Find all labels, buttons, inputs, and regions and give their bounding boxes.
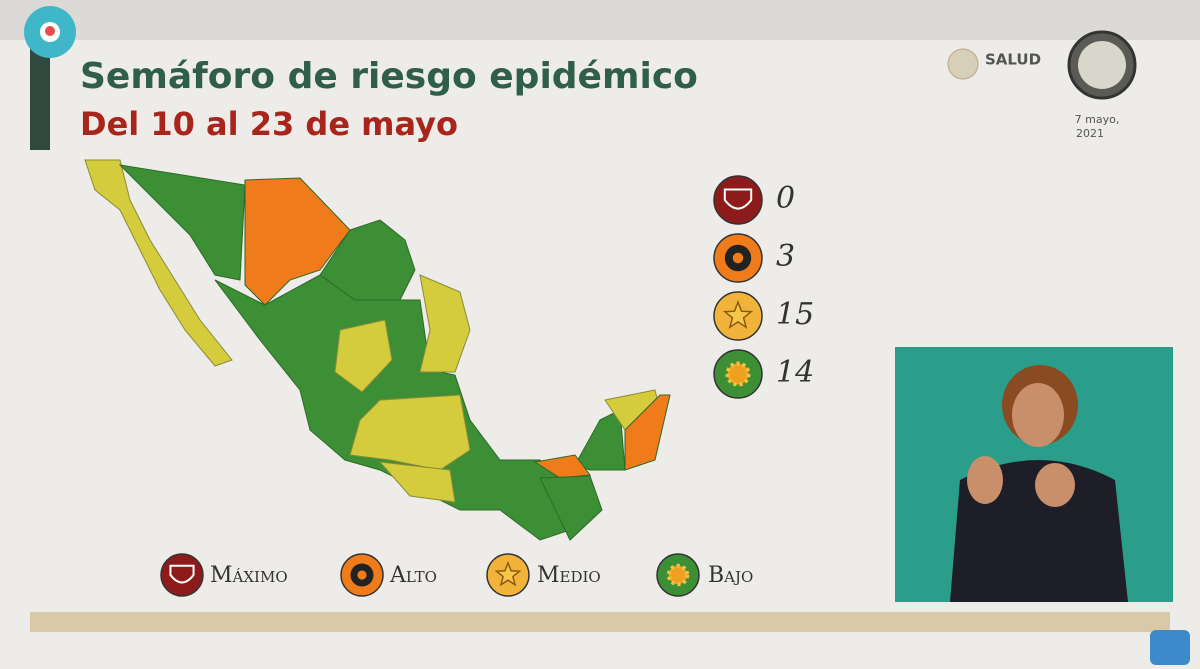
state	[624, 394, 671, 471]
star-glyph	[494, 560, 522, 587]
date-line2: 2021	[1076, 127, 1104, 140]
level-label: Máximo	[210, 563, 288, 588]
heart-icon[interactable]	[1150, 630, 1190, 665]
bottom-stripe	[30, 612, 1170, 632]
count-legend: 0 3 15 14	[713, 175, 814, 399]
state	[349, 394, 471, 471]
logo-name: SALUD	[985, 51, 1041, 69]
star-glyph	[722, 300, 754, 329]
gear-hole	[357, 570, 367, 580]
level-count: 14	[776, 355, 814, 390]
level-label: Alto	[389, 563, 437, 588]
hand	[1035, 463, 1075, 507]
map	[84, 159, 671, 541]
level-icon	[160, 553, 204, 597]
level-count: 0	[776, 181, 795, 216]
interpreter-video	[895, 347, 1173, 602]
periscope-core	[45, 26, 55, 36]
state	[84, 159, 233, 367]
level-icon	[713, 175, 763, 225]
top-band	[0, 0, 1200, 40]
sun-glyph	[666, 563, 690, 587]
title: Semáforo de riesgo epidémico	[80, 56, 698, 97]
level-count: 15	[776, 297, 814, 332]
shield-glyph	[723, 188, 753, 210]
date-line1: 7 mayo,	[1075, 113, 1120, 126]
salud-emblem	[947, 48, 979, 80]
hand	[967, 456, 1003, 504]
state	[539, 475, 603, 541]
state	[533, 454, 591, 479]
state	[244, 177, 351, 306]
face	[1012, 383, 1064, 447]
accent-bar	[30, 45, 50, 150]
subtitle: Del 10 al 23 de mayo	[80, 105, 458, 143]
gear-hole	[732, 252, 744, 264]
state	[378, 461, 456, 503]
state	[334, 319, 393, 393]
state	[419, 274, 471, 373]
shield-glyph	[169, 564, 195, 584]
sun-glyph	[725, 361, 751, 387]
level-label: Medio	[537, 563, 601, 588]
level-count: 3	[776, 239, 795, 274]
bicentennial-inner	[1078, 41, 1126, 89]
level-legend: Máximo Alto Medio Bajo	[160, 553, 753, 597]
level-label: Bajo	[708, 563, 753, 588]
